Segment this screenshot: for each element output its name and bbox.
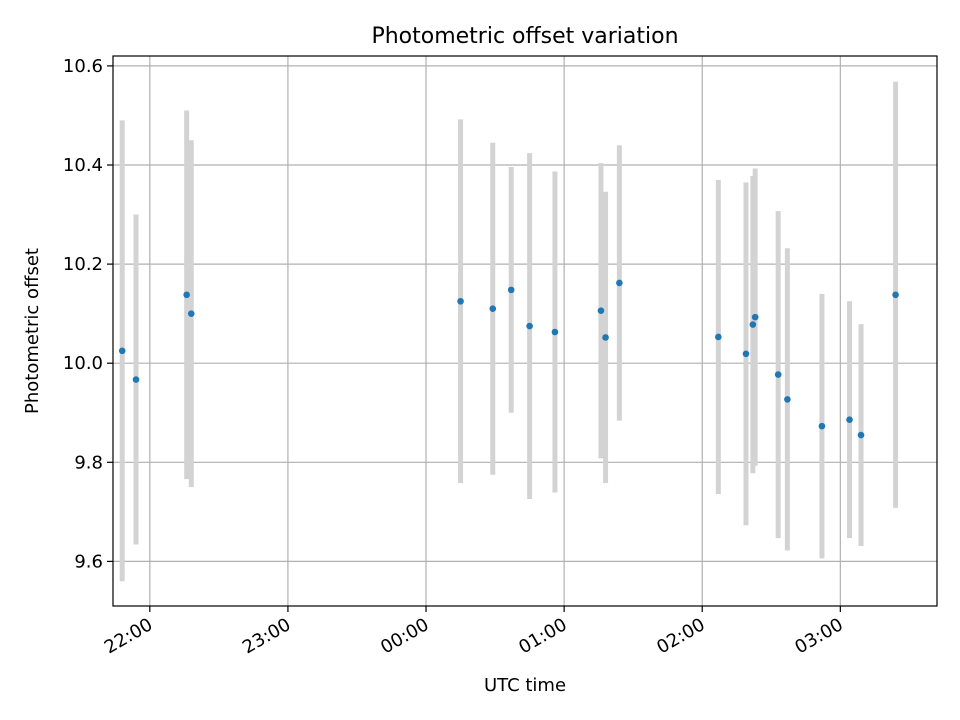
plot-frame <box>112 55 938 607</box>
y-tick-label: 9.6 <box>74 551 103 572</box>
data-point <box>742 350 750 358</box>
data-point <box>602 334 609 341</box>
data-point <box>507 286 515 294</box>
y-axis-label: Photometric offset <box>22 248 43 414</box>
data-point <box>715 333 722 341</box>
data-point <box>751 313 759 321</box>
data-point <box>457 297 464 305</box>
y-tick-label: 10.4 <box>63 155 103 176</box>
grid <box>113 56 937 606</box>
y-axis-ticks: 9.6 9.8 10.0 10.2 10.4 10.6 <box>63 56 113 572</box>
data-point <box>187 310 195 317</box>
y-tick-label: 10.6 <box>63 56 103 77</box>
data-point <box>857 431 865 439</box>
chart-title: Photometric offset variation <box>371 24 678 49</box>
x-axis-label: UTC time <box>484 675 566 696</box>
y-tick-label: 10.2 <box>63 254 103 275</box>
y-tick-label: 9.8 <box>74 452 103 473</box>
data-point <box>892 291 899 299</box>
data-point <box>774 371 782 378</box>
data-points <box>118 279 899 439</box>
data-point <box>526 322 533 330</box>
data-point <box>132 376 140 383</box>
data-point <box>616 279 623 287</box>
data-point <box>597 307 605 314</box>
y-tick-label: 10.0 <box>63 353 103 374</box>
data-point <box>749 321 757 328</box>
data-point <box>846 416 853 423</box>
data-point <box>183 291 190 299</box>
data-point <box>784 396 791 403</box>
data-point <box>489 305 497 313</box>
data-point <box>818 422 826 430</box>
data-point <box>118 347 126 355</box>
data-point <box>551 328 559 336</box>
